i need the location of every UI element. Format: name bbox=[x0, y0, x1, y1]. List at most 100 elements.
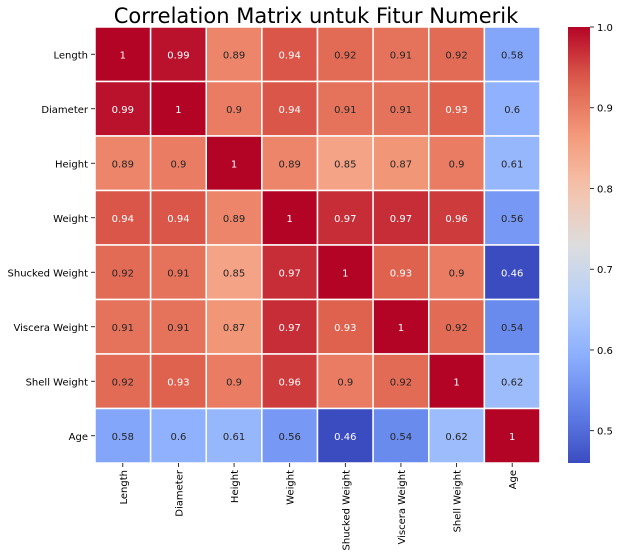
cell-value-label: 0.96 bbox=[445, 214, 467, 225]
cell-value-label: 0.91 bbox=[112, 323, 134, 334]
cell-value-label: 1 bbox=[453, 377, 459, 388]
cell-value-label: 0.85 bbox=[334, 159, 356, 170]
chart-title: Correlation Matrix untuk Fitur Numerik bbox=[114, 4, 519, 28]
heatmap-cell bbox=[261, 80, 319, 137]
heatmap-cell bbox=[316, 135, 374, 192]
cell-value-label: 0.91 bbox=[334, 105, 356, 116]
x-tick-label: Age bbox=[508, 470, 519, 489]
cell-value-label: 0.92 bbox=[445, 50, 467, 61]
cell-value-label: 0.92 bbox=[390, 377, 412, 388]
heatmap-cell bbox=[372, 135, 430, 192]
cell-value-label: 0.6 bbox=[170, 432, 186, 443]
cell-value-label: 0.9 bbox=[337, 377, 353, 388]
x-tick-label: Length bbox=[119, 470, 130, 505]
cell-value-label: 0.54 bbox=[390, 432, 412, 443]
cell-value-label: 0.93 bbox=[390, 268, 412, 279]
y-tick-label: Height bbox=[55, 159, 88, 170]
cell-value-label: 0.96 bbox=[279, 377, 301, 388]
cell-value-label: 0.94 bbox=[279, 105, 301, 116]
y-tick-label: Diameter bbox=[41, 105, 89, 116]
heatmap-cells: 1 0.99 0.89 0.94 0.92 0.91 0.92 0.580.99 1 0.9 0.9… bbox=[94, 26, 541, 464]
cell-value-label: 0.91 bbox=[390, 50, 412, 61]
heatmap-cell bbox=[483, 80, 541, 137]
cell-value-label: 0.94 bbox=[167, 214, 189, 225]
heatmap-cell bbox=[428, 135, 486, 192]
cell-value-label: 0.91 bbox=[167, 268, 189, 279]
cell-value-label: 0.99 bbox=[112, 105, 134, 116]
heatmap-cell bbox=[205, 407, 263, 464]
cell-value-label: 0.9 bbox=[170, 159, 186, 170]
colorbar-tick-label: 1.0 bbox=[597, 23, 613, 34]
cell-value-label: 0.9 bbox=[226, 377, 242, 388]
colorbar-tick-label: 0.5 bbox=[597, 427, 613, 438]
cell-value-label: 0.97 bbox=[279, 268, 301, 279]
cell-value-label: 0.9 bbox=[226, 105, 242, 116]
heatmap-cell bbox=[372, 353, 430, 410]
colorbar-tick-label: 0.8 bbox=[597, 184, 613, 195]
cell-value-label: 0.46 bbox=[501, 268, 523, 279]
colorbar-tick-label: 0.6 bbox=[597, 346, 613, 357]
cell-value-label: 0.97 bbox=[334, 214, 356, 225]
heatmap-cell bbox=[205, 135, 263, 192]
heatmap-cell bbox=[483, 353, 541, 410]
y-axis-tick-labels: Length Diameter Height Weight Shucked Weight… bbox=[8, 50, 95, 443]
heatmap-cell bbox=[316, 189, 374, 246]
heatmap-cell bbox=[205, 353, 263, 410]
x-tick-label: Shell Weight bbox=[453, 470, 464, 532]
y-tick-label: Shucked Weight bbox=[8, 268, 89, 279]
x-tick-label: Shucked Weight bbox=[341, 470, 352, 551]
heatmap-cell bbox=[372, 26, 430, 83]
cell-value-label: 0.87 bbox=[223, 323, 245, 334]
cell-value-label: 0.97 bbox=[279, 323, 301, 334]
heatmap-cell bbox=[428, 353, 486, 410]
cell-value-label: 0.6 bbox=[504, 105, 520, 116]
cell-value-label: 0.58 bbox=[112, 432, 134, 443]
colorbar-tick-label: 0.7 bbox=[597, 265, 613, 276]
cell-value-label: 0.93 bbox=[334, 323, 356, 334]
cell-value-label: 0.62 bbox=[501, 377, 523, 388]
x-tick-label: Weight bbox=[286, 470, 297, 505]
cell-value-label: 0.61 bbox=[223, 432, 245, 443]
cell-value-label: 0.58 bbox=[501, 50, 523, 61]
y-tick-label: Length bbox=[54, 50, 89, 61]
heatmap-cell bbox=[316, 298, 374, 355]
heatmap-cell bbox=[483, 135, 541, 192]
y-tick-label: Shell Weight bbox=[26, 377, 88, 388]
heatmap-cell bbox=[483, 26, 541, 83]
heatmap-cell bbox=[149, 135, 207, 192]
colorbar-gradient bbox=[568, 27, 590, 463]
y-tick-label: Viscera Weight bbox=[13, 323, 88, 334]
cell-value-label: 0.9 bbox=[449, 268, 465, 279]
colorbar: 0.5 0.6 0.7 0.8 0.9 1.0 bbox=[568, 23, 613, 463]
cell-value-label: 1 bbox=[120, 50, 126, 61]
x-tick-label: Diameter bbox=[174, 469, 185, 517]
cell-value-label: 0.92 bbox=[445, 323, 467, 334]
cell-value-label: 0.85 bbox=[223, 268, 245, 279]
heatmap-cell bbox=[316, 407, 374, 464]
cell-value-label: 0.92 bbox=[112, 377, 134, 388]
cell-value-label: 1 bbox=[509, 432, 515, 443]
cell-value-label: 0.91 bbox=[167, 323, 189, 334]
heatmap-cell bbox=[261, 135, 319, 192]
cell-value-label: 0.93 bbox=[167, 377, 189, 388]
heatmap-cell bbox=[316, 353, 374, 410]
heatmap-cell bbox=[261, 189, 319, 246]
heatmap-cell bbox=[205, 189, 263, 246]
heatmap-cell bbox=[149, 80, 207, 137]
colorbar-tick-label: 0.9 bbox=[597, 104, 613, 115]
cell-value-label: 0.94 bbox=[279, 50, 301, 61]
cell-value-label: 0.91 bbox=[390, 105, 412, 116]
cell-value-label: 1 bbox=[342, 268, 348, 279]
cell-value-label: 1 bbox=[287, 214, 293, 225]
cell-value-label: 0.97 bbox=[390, 214, 412, 225]
cell-value-label: 0.93 bbox=[445, 105, 467, 116]
cell-value-label: 0.92 bbox=[112, 268, 134, 279]
cell-value-label: 0.89 bbox=[279, 159, 301, 170]
cell-value-label: 0.89 bbox=[223, 214, 245, 225]
cell-value-label: 1 bbox=[231, 159, 237, 170]
cell-value-label: 0.94 bbox=[112, 214, 134, 225]
heatmap-cell bbox=[428, 298, 486, 355]
cell-value-label: 0.87 bbox=[390, 159, 412, 170]
heatmap-cell bbox=[316, 244, 374, 301]
